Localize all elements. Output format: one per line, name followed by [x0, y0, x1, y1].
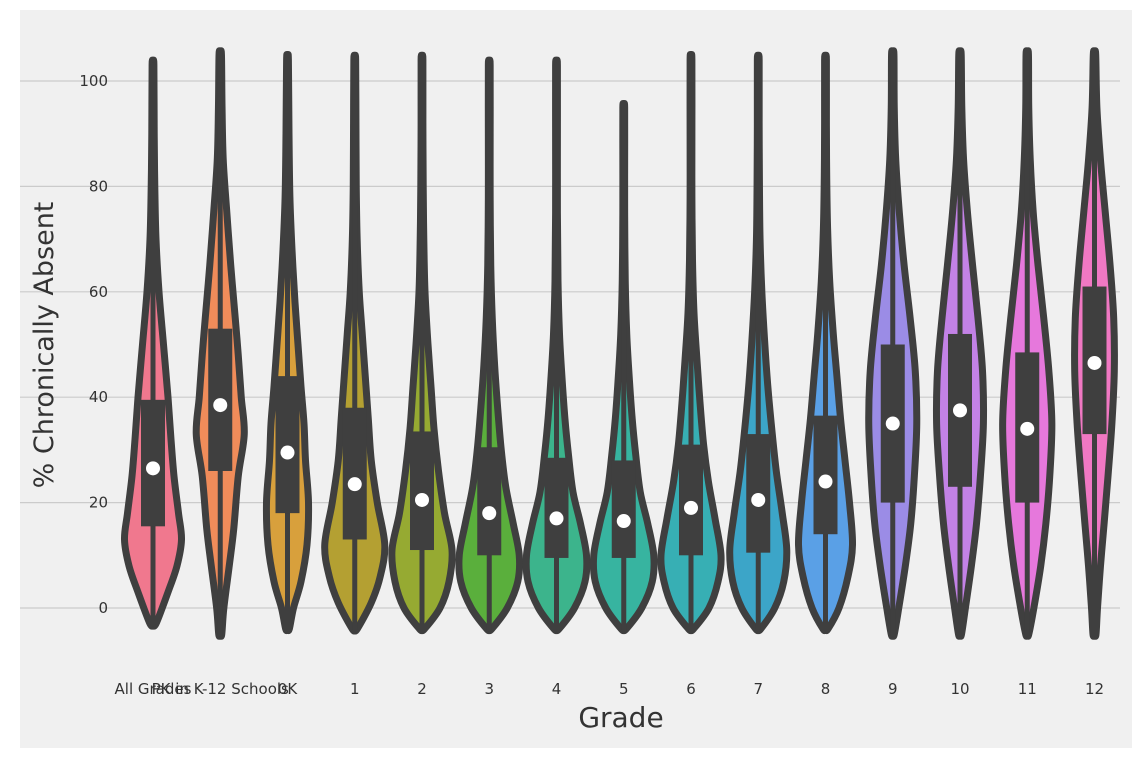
violin-median-point	[213, 398, 228, 413]
y-tick-label: 40	[89, 388, 108, 406]
violin-iqr-box	[544, 457, 569, 558]
x-tick-label: 1	[350, 680, 360, 698]
violin-2	[388, 51, 456, 635]
violin-7	[726, 51, 791, 635]
violin-iqr-box	[342, 407, 367, 540]
x-tick-label: 5	[619, 680, 629, 698]
violin-pk-in-k-12-schools	[192, 47, 248, 640]
violin-median-point	[280, 445, 295, 460]
violin-median-point	[818, 474, 833, 489]
y-tick-label: 0	[98, 599, 108, 617]
x-tick-label: 7	[753, 680, 763, 698]
violin-iqr-box	[275, 376, 300, 514]
violin-9	[865, 47, 921, 640]
violin-median-point	[415, 492, 429, 507]
y-tick-label: 20	[89, 494, 108, 512]
violin-median-point	[1087, 355, 1102, 370]
y-axis-label: % Chronically Absent	[29, 202, 60, 489]
x-tick-label: 9	[888, 680, 898, 698]
x-tick-label: 8	[821, 680, 831, 698]
violin-iqr-box	[410, 431, 434, 551]
violin-median-point	[549, 511, 564, 526]
violin-12	[1071, 47, 1118, 640]
violin-median-point	[616, 514, 631, 529]
y-tick-label: 80	[89, 177, 108, 195]
x-tick-label: 3	[484, 680, 494, 698]
x-tick-label: 12	[1085, 680, 1104, 698]
y-tick-label: 100	[79, 72, 108, 90]
x-tick-label: 4	[552, 680, 562, 698]
x-tick-label: 0K	[278, 680, 299, 698]
violin-median-point	[482, 506, 497, 521]
violin-10	[932, 47, 988, 640]
violin-0k	[262, 51, 313, 635]
y-tick-labels: 0 20 40 60 80 100	[79, 72, 108, 617]
violin-iqr-box	[611, 460, 636, 558]
violin-median-point	[885, 416, 900, 431]
violin-iqr-box	[679, 444, 703, 556]
x-tick-label: 2	[417, 680, 427, 698]
y-tick-label: 60	[89, 283, 108, 301]
violin-all-grades	[120, 56, 186, 630]
violin-4	[522, 56, 591, 635]
x-tick-label: 6	[686, 680, 696, 698]
violin-5	[589, 99, 658, 635]
violin-3	[455, 56, 524, 635]
violin-median-point	[146, 461, 160, 476]
x-tick-label: PK in K-12 Schools	[152, 680, 289, 698]
x-axis-label: Grade	[578, 701, 663, 734]
violins	[120, 47, 1118, 640]
violin-median-point	[1020, 421, 1035, 436]
violin-1	[321, 51, 389, 635]
x-tick-label: All Grades	[115, 680, 192, 698]
violin-median-point	[347, 477, 362, 492]
violin-11	[999, 47, 1056, 640]
violin-iqr-box	[477, 447, 502, 556]
violin-6	[657, 51, 725, 635]
violin-8	[794, 51, 857, 635]
x-tick-label: 10	[950, 680, 969, 698]
violin-median-point	[751, 492, 766, 507]
violin-median-point	[684, 500, 698, 515]
x-tick-label: 11	[1018, 680, 1037, 698]
violin-median-point	[953, 403, 967, 418]
